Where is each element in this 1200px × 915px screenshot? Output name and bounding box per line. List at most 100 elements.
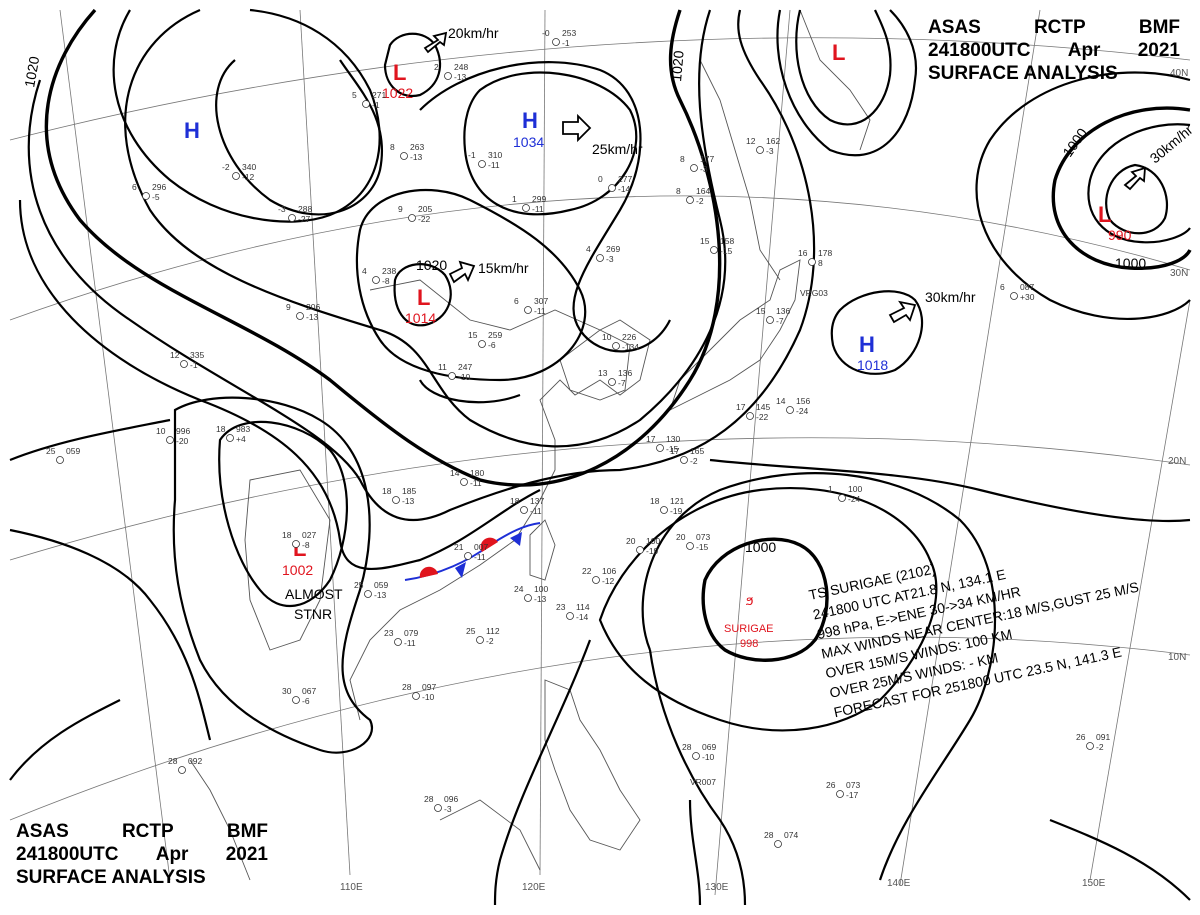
front-note-line: ALMOST bbox=[285, 586, 343, 602]
station-circle-icon bbox=[756, 146, 764, 154]
station-tendency: -13 bbox=[402, 496, 415, 506]
station-pressure: 136 bbox=[618, 368, 632, 378]
station-plot: 6 307-11 bbox=[514, 296, 548, 316]
isobar-value: 1020 bbox=[21, 55, 42, 89]
station-circle-icon bbox=[392, 496, 400, 504]
high-center: H bbox=[522, 108, 538, 133]
movement-speed: 15km/hr bbox=[478, 260, 529, 276]
station-plot: 23 114-14 bbox=[556, 602, 590, 622]
station-temp: 25 bbox=[354, 580, 364, 590]
header-year: 2021 bbox=[225, 844, 268, 865]
cold-front-symbol bbox=[510, 532, 522, 546]
storm-name: SURIGAE bbox=[724, 623, 774, 635]
station-circle-icon bbox=[692, 752, 700, 760]
station-temp: 26 bbox=[1076, 732, 1086, 742]
station-temp: 26 bbox=[826, 780, 836, 790]
header-station: RCTP bbox=[121, 821, 174, 842]
station-plot: 28 074 bbox=[764, 830, 798, 848]
station-temp: 11 bbox=[438, 362, 447, 372]
station-plot: 1 100-24 bbox=[828, 484, 862, 504]
station-circle-icon bbox=[460, 478, 468, 486]
header-type: SURFACE ANALYSIS bbox=[16, 867, 206, 888]
station-plot: 25 059-13 bbox=[354, 580, 388, 600]
station-pressure: 074 bbox=[784, 830, 798, 840]
station-temp: -0 bbox=[542, 28, 550, 38]
station-tendency: -1 bbox=[190, 360, 198, 370]
station-temp: 1 bbox=[512, 194, 517, 204]
station-circle-icon bbox=[836, 790, 844, 798]
header-month: Apr bbox=[155, 844, 189, 865]
station-temp: 9 bbox=[398, 204, 403, 214]
station-pressure: 247 bbox=[458, 362, 472, 372]
low-pressure-value: 1022 bbox=[382, 85, 413, 101]
station-temp: 18 bbox=[282, 530, 292, 540]
header-month: Apr bbox=[1067, 40, 1101, 61]
station-plot: 18 185-13 bbox=[382, 486, 416, 506]
station-circle-icon bbox=[774, 840, 782, 848]
station-circle-icon bbox=[478, 160, 486, 168]
high-center: H bbox=[184, 118, 200, 143]
station-tendency: -2 bbox=[690, 456, 698, 466]
station-tendency: -10 bbox=[702, 752, 715, 762]
station-pressure: 253 bbox=[562, 28, 576, 38]
station-temp: 28 bbox=[764, 830, 774, 840]
station-plot: 23 079-11 bbox=[384, 628, 418, 648]
high-pressure-value: 1034 bbox=[513, 134, 544, 150]
station-pressure: 165 bbox=[690, 446, 704, 456]
station-temp: 14 bbox=[450, 468, 460, 478]
low-center: L bbox=[1098, 202, 1111, 227]
station-temp: 20 bbox=[676, 532, 686, 542]
station-temp: 12 bbox=[746, 136, 756, 146]
station-tendency: -8 bbox=[302, 540, 310, 550]
header-center: ASAS bbox=[16, 821, 69, 842]
station-tendency: -15 bbox=[666, 444, 679, 454]
station-pressure: 067 bbox=[302, 686, 316, 696]
station-tendency: -11 bbox=[530, 506, 542, 516]
latitude-label: 30N bbox=[1170, 268, 1188, 279]
station-plot: 28 096-3 bbox=[424, 794, 458, 814]
station-pressure: 271 bbox=[372, 90, 386, 100]
latitude-grid bbox=[9, 37, 1191, 821]
isobar-value: 1000 bbox=[745, 539, 776, 555]
station-temp: 28 bbox=[168, 756, 178, 766]
movement-arrow-icon bbox=[888, 300, 917, 324]
station-tendency: -10 bbox=[422, 692, 435, 702]
station-circle-icon bbox=[364, 590, 372, 598]
station-circle-icon bbox=[690, 164, 698, 172]
longitude-label: 130E bbox=[705, 882, 729, 893]
station-tendency: -13 bbox=[306, 312, 319, 322]
station-pressure: 277 bbox=[618, 174, 632, 184]
station-tendency: -13 bbox=[454, 72, 467, 82]
station-tendency: -2 bbox=[696, 196, 704, 206]
station-tendency: -24 bbox=[796, 406, 809, 416]
station-plot: 8 263-13 bbox=[390, 142, 424, 162]
station-circle-icon bbox=[178, 766, 186, 774]
station-circle-icon bbox=[476, 636, 484, 644]
station-plot: 20 073-15 bbox=[676, 532, 710, 552]
station-circle-icon bbox=[524, 594, 532, 602]
station-tendency: +30 bbox=[1020, 292, 1035, 302]
station-pressure: 007 bbox=[474, 542, 488, 552]
station-plot: 28 069-10 bbox=[682, 742, 716, 762]
longitude-label: 150E bbox=[1082, 878, 1106, 889]
station-plot: 4 269-3 bbox=[586, 244, 620, 264]
header-time: 241800UTC bbox=[16, 844, 119, 865]
station-tendency: -11 bbox=[488, 160, 500, 170]
station-temp: 9 bbox=[286, 302, 291, 312]
low-center: L bbox=[832, 40, 845, 65]
movement-arrow-icon bbox=[562, 113, 592, 143]
station-pressure: 027 bbox=[302, 530, 316, 540]
latitude-label: 10N bbox=[1168, 652, 1186, 663]
station-pressure: 180 bbox=[470, 468, 484, 478]
station-plot: 8 177-3 bbox=[680, 154, 714, 174]
station-temp: 28 bbox=[682, 742, 692, 752]
movement-speed: 20km/hr bbox=[448, 25, 499, 41]
station-tendency: -19 bbox=[670, 506, 683, 516]
station-plot: 18 121-19 bbox=[650, 496, 684, 516]
low-center: L bbox=[417, 285, 430, 310]
station-pressure: 114 bbox=[576, 602, 590, 612]
station-plot: 28 097-10 bbox=[402, 682, 436, 702]
station-pressure: 178 bbox=[818, 248, 832, 258]
station-circle-icon bbox=[56, 456, 64, 464]
